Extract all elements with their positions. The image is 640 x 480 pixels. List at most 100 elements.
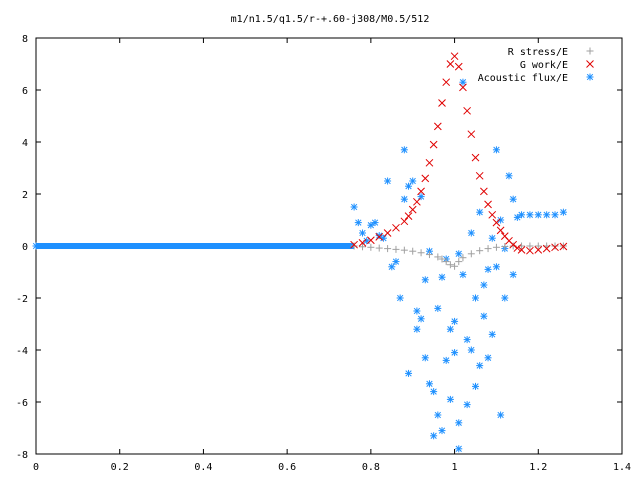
g-work-e-point bbox=[559, 242, 568, 251]
g-work-e-point bbox=[551, 243, 559, 252]
acoustic-flux-e-point bbox=[463, 401, 471, 409]
acoustic-flux-e-point bbox=[497, 411, 505, 419]
x-tick-label: 0.4 bbox=[194, 462, 212, 473]
acoustic-flux-e-point bbox=[492, 146, 500, 154]
r-stress-e-point bbox=[446, 261, 454, 269]
acoustic-flux-e-point bbox=[451, 349, 459, 357]
x-tick-label: 0.2 bbox=[111, 462, 129, 473]
acoustic-flux-e-point bbox=[509, 195, 517, 203]
acoustic-flux-e-point bbox=[400, 195, 408, 203]
acoustic-flux-e-point bbox=[442, 356, 450, 364]
g-work-e-point bbox=[433, 122, 442, 131]
g-work-e-point bbox=[463, 106, 471, 115]
g-work-e-point bbox=[542, 244, 551, 253]
legend-label: Acoustic flux/E bbox=[478, 73, 568, 84]
g-work-e-point bbox=[488, 210, 497, 219]
acoustic-flux-e-point bbox=[434, 304, 442, 312]
g-work-e-point bbox=[383, 229, 392, 237]
acoustic-flux-e-point bbox=[518, 211, 526, 219]
chart-marks bbox=[32, 52, 568, 453]
y-tick-label: -8 bbox=[16, 450, 28, 461]
acoustic-flux-e-point bbox=[543, 211, 551, 219]
g-work-e-point bbox=[367, 236, 375, 245]
g-work-e-point bbox=[475, 171, 484, 180]
acoustic-flux-e-point bbox=[417, 193, 425, 201]
g-work-e-point bbox=[471, 153, 480, 162]
legend-label: R stress/E bbox=[508, 47, 568, 58]
acoustic-flux-e-point bbox=[513, 213, 521, 221]
r-stress-e-point bbox=[476, 247, 484, 255]
y-tick-label: -2 bbox=[16, 294, 28, 305]
y-tick-label: 8 bbox=[22, 34, 28, 45]
acoustic-flux-e-point bbox=[467, 229, 475, 237]
acoustic-flux-e-point bbox=[409, 177, 417, 185]
acoustic-flux-e-point bbox=[392, 258, 400, 266]
acoustic-flux-e-point bbox=[446, 325, 454, 333]
g-work-e-point bbox=[442, 78, 451, 87]
acoustic-flux-e-point bbox=[413, 307, 421, 315]
chart-title: m1/n1.5/q1.5/r-+.60-j308/M0.5/512 bbox=[231, 14, 430, 25]
acoustic-flux-e-point bbox=[497, 216, 505, 224]
g-work-e-point bbox=[492, 218, 501, 227]
acoustic-flux-e-point bbox=[438, 427, 446, 435]
acoustic-flux-e-point bbox=[455, 445, 463, 453]
acoustic-flux-e-point bbox=[551, 211, 559, 219]
g-work-e-point bbox=[375, 233, 384, 241]
g-work-e-point bbox=[438, 99, 446, 107]
acoustic-flux-e-point bbox=[467, 346, 475, 354]
acoustic-flux-e-point bbox=[476, 362, 484, 370]
r-stress-e-point bbox=[526, 242, 534, 250]
x-tick-label: 1.4 bbox=[613, 462, 631, 473]
acoustic-flux-e-point bbox=[505, 172, 513, 180]
g-work-e-point bbox=[408, 205, 417, 214]
g-work-e-point bbox=[400, 217, 409, 226]
legend-marker bbox=[586, 73, 594, 81]
y-tick-label: -4 bbox=[16, 346, 28, 357]
acoustic-flux-e-point bbox=[534, 211, 542, 219]
acoustic-flux-e-point bbox=[371, 219, 379, 227]
r-stress-e-point bbox=[534, 242, 542, 250]
r-stress-e-point bbox=[409, 247, 417, 255]
r-stress-e-point bbox=[459, 254, 467, 262]
r-stress-e-point bbox=[455, 258, 463, 266]
acoustic-flux-e-point bbox=[367, 221, 375, 229]
acoustic-flux-e-point bbox=[509, 271, 517, 279]
r-stress-e-point bbox=[367, 243, 375, 251]
acoustic-flux-e-point bbox=[459, 78, 467, 86]
acoustic-flux-e-point bbox=[438, 273, 446, 281]
g-work-e-point bbox=[484, 200, 492, 209]
g-work-e-point bbox=[467, 130, 476, 139]
y-tick-label: 2 bbox=[22, 190, 28, 201]
acoustic-flux-e-point bbox=[388, 263, 396, 271]
acoustic-flux-e-point bbox=[421, 276, 429, 284]
legend-marker bbox=[586, 47, 594, 55]
axis-ticks: 0 0.2 0.4 0.6 0.8 1 1.2 1.4 8 6 4 2 0 -2 -4 -6 -8 bbox=[16, 34, 631, 473]
acoustic-flux-e-point bbox=[476, 208, 484, 216]
acoustic-flux-e-point bbox=[384, 177, 392, 185]
acoustic-flux-e-point bbox=[379, 234, 387, 242]
r-stress-e-point bbox=[551, 242, 559, 250]
acoustic-flux-e-point bbox=[488, 234, 496, 242]
g-work-e-point bbox=[446, 60, 455, 68]
g-work-e-point bbox=[413, 197, 421, 206]
y-tick-label: 6 bbox=[22, 86, 28, 97]
r-stress-e-point bbox=[484, 245, 492, 253]
r-stress-e-point bbox=[375, 244, 383, 252]
acoustic-flux-e-point bbox=[472, 382, 479, 390]
g-work-e-point bbox=[513, 244, 522, 252]
acoustic-flux-e-point bbox=[488, 330, 496, 338]
acoustic-flux-e-point bbox=[430, 432, 438, 440]
g-work-e-point bbox=[350, 240, 358, 249]
r-stress-e-point bbox=[434, 253, 442, 261]
r-stress-e-point bbox=[501, 243, 509, 251]
acoustic-flux-e-point bbox=[413, 325, 421, 333]
acoustic-flux-e-point bbox=[480, 312, 488, 320]
g-work-e-point bbox=[358, 239, 367, 247]
x-tick-label: 0.8 bbox=[362, 462, 380, 473]
r-stress-e-point bbox=[451, 262, 459, 270]
acoustic-flux-e-point bbox=[396, 294, 404, 302]
y-tick-label: 0 bbox=[22, 242, 28, 253]
acoustic-flux-e-point bbox=[400, 146, 408, 154]
r-stress-e-point bbox=[392, 245, 400, 253]
